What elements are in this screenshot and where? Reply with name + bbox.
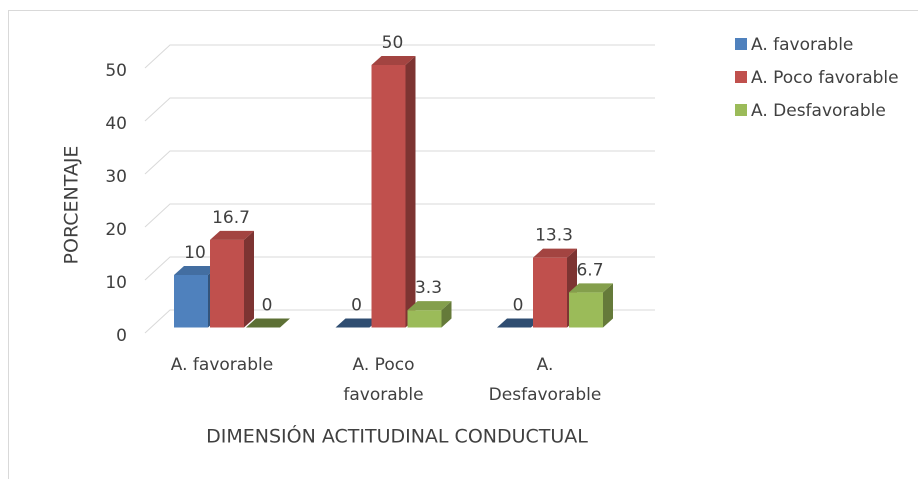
- bar-top: [497, 318, 541, 328]
- x-tick-label: A. Poco favorable: [343, 355, 423, 405]
- value-label: 10: [184, 243, 206, 263]
- bar-top: [335, 318, 380, 328]
- y-tick-label: 10: [105, 273, 127, 293]
- bar-top: [174, 266, 218, 275]
- x-tick-label-line: Desfavorable: [489, 385, 602, 405]
- x-tick-label-line: A.: [537, 355, 554, 375]
- x-tick-label: A. Desfavorable: [489, 355, 602, 405]
- x-tick-label-line: favorable: [343, 385, 423, 405]
- y-tick-label: 30: [105, 167, 127, 187]
- bar-top: [569, 283, 613, 293]
- value-label: 6.7: [576, 260, 603, 280]
- y-tick-label: 20: [105, 220, 127, 240]
- grid-line: [144, 256, 655, 281]
- grid-line: [144, 44, 655, 69]
- legend-swatch: [735, 71, 747, 83]
- bar-top: [533, 248, 577, 258]
- value-label: 0: [351, 296, 362, 316]
- legend-swatch: [735, 38, 747, 50]
- bar-side: [603, 283, 613, 328]
- bar-front: [533, 257, 567, 328]
- x-tick-label: A. favorable: [171, 355, 273, 375]
- grid-line: [144, 97, 655, 122]
- value-label: 50: [382, 33, 404, 53]
- legend-label: A. favorable: [751, 35, 853, 55]
- bar-top: [371, 56, 416, 65]
- bar-top: [210, 230, 254, 240]
- grid-line: [144, 309, 655, 334]
- value-label: 0: [513, 296, 524, 316]
- legend-swatch: [735, 104, 747, 116]
- bar-front: [210, 239, 244, 328]
- y-tick-label: 40: [105, 114, 127, 134]
- bar-top: [246, 318, 290, 328]
- y-tick-label: 50: [105, 61, 127, 81]
- x-tick-label-line: A. Poco: [353, 355, 415, 375]
- bar-front: [174, 275, 208, 328]
- bar-front: [569, 292, 603, 328]
- y-tick-label: 0: [116, 326, 127, 346]
- legend-label: A. Desfavorable: [751, 101, 886, 121]
- value-label: 3.3: [415, 278, 442, 298]
- bar-side: [441, 301, 452, 328]
- bar-side: [405, 56, 416, 328]
- chart-border: [8, 10, 918, 479]
- bar-front: [407, 310, 442, 328]
- legend-label: A. Poco favorable: [751, 68, 899, 88]
- bar-side: [244, 230, 254, 328]
- bar-front: [371, 65, 406, 328]
- value-label: 0: [262, 296, 273, 316]
- grid-line: [144, 150, 655, 175]
- y-axis-title: PORCENTAJE: [61, 146, 83, 265]
- grid-line: [144, 203, 655, 228]
- x-axis-title: DIMENSIÓN ACTITUDINAL CONDUCTUAL: [206, 424, 588, 448]
- value-label: 16.7: [212, 208, 250, 228]
- value-label: 13.3: [535, 226, 573, 246]
- bar-top: [407, 301, 452, 311]
